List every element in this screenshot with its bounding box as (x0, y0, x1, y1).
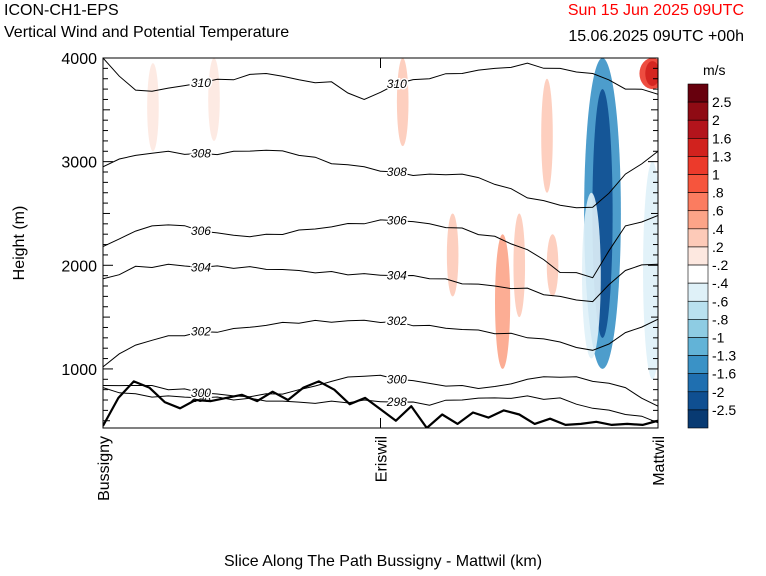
plot-frame (102, 57, 659, 429)
colorbar-box-11 (687, 282, 709, 302)
colorbar: 2.5 2 1.6 1.3 1 .8 .6 .4 .2 -.2 -.4 -.6 -.8 -1 -1.3 -1.… (687, 83, 736, 429)
isentrope-label-310-1: 310 (387, 77, 407, 91)
colorbar-label-5: .8 (712, 185, 724, 201)
colorbar-label-14: -1.3 (712, 348, 736, 364)
isentrope-306 (103, 215, 658, 279)
isentrope-310 (103, 58, 658, 101)
colorbar-label-15: -1.6 (712, 366, 736, 382)
y-tick-label-4000: 4000 (61, 51, 97, 68)
isentrope-label-308-0: 308 (191, 146, 211, 160)
colorbar-box-15 (687, 355, 709, 374)
colorbar-label-3: 1.3 (712, 148, 732, 164)
colorbar-box-1 (687, 101, 709, 121)
colorbar-box-10 (687, 264, 709, 284)
colorbar-label-11: -.6 (712, 293, 729, 309)
colorbar-box-17 (687, 391, 709, 411)
isentrope-label-298-1: 298 (386, 395, 407, 409)
isentrope-label-310-0: 310 (191, 76, 211, 90)
colorbar-label-12: -.8 (712, 311, 729, 327)
colorbar-label-16: -2 (712, 384, 725, 400)
x-axis-label: Slice Along The Path Bussigny - Mattwil … (223, 553, 543, 570)
isentrope-label-304-0: 304 (191, 260, 211, 274)
colorbar-label-1: 2 (712, 112, 720, 128)
colorbar-box-13 (687, 319, 709, 338)
isentrope-label-302-0: 302 (191, 325, 211, 339)
y-tick-label-2000: 2000 (61, 258, 97, 275)
colorbar-box-3 (687, 138, 709, 157)
wind-patch-5 (513, 213, 526, 318)
x-tick-label-1: Eriswil (374, 436, 391, 482)
colorbar-label-9: -.2 (712, 257, 729, 273)
colorbar-label-17: -2.5 (712, 402, 736, 418)
valid-time: Sun 15 Jun 2025 09UTC (567, 2, 744, 19)
y-axis: 1000 2000 3000 4000 (61, 51, 658, 422)
colorbar-label-13: -1 (712, 329, 725, 345)
isentrope-label-300-0: 300 (191, 386, 211, 400)
colorbar-box-0 (687, 83, 709, 103)
isentrope-300 (103, 374, 658, 407)
colorbar-label-0: 2.5 (712, 94, 732, 110)
wind-patch-7 (546, 234, 559, 297)
colorbar-label-7: .4 (712, 221, 724, 237)
isentrope-label-308-1: 308 (387, 165, 407, 179)
wind-patch-core-11 (645, 61, 658, 86)
isentrope-label-306-0: 306 (191, 224, 211, 238)
colorbar-units: m/s (703, 62, 726, 78)
colorbar-box-14 (687, 337, 709, 356)
y-tick-label-3000: 3000 (61, 155, 97, 172)
colorbar-box-4 (687, 156, 709, 175)
y-tick-label-1000: 1000 (61, 362, 97, 379)
x-axis: Bussigny Eriswil Mattwil (96, 58, 668, 501)
colorbar-box-16 (687, 373, 709, 393)
isentrope-298 (103, 387, 658, 424)
isentrope-label-302-1: 302 (387, 314, 407, 328)
terrain-profile (103, 380, 658, 428)
y-axis-label: Height (m) (11, 206, 28, 281)
colorbar-label-10: -.4 (712, 275, 729, 291)
vertical-wind-shading (147, 58, 658, 380)
colorbar-box-2 (687, 119, 709, 139)
colorbar-box-18 (687, 409, 709, 429)
isentrope-label-300-1: 300 (387, 372, 407, 386)
colorbar-box-7 (687, 210, 709, 230)
isentrope-302 (103, 318, 658, 368)
wind-patch-6 (541, 78, 553, 193)
colorbar-box-8 (687, 228, 709, 248)
isentrope-label-304-1: 304 (387, 269, 407, 283)
colorbar-box-12 (687, 300, 709, 320)
terrain-line (103, 380, 658, 428)
wind-patch-9 (582, 192, 601, 359)
colorbar-label-4: 1 (712, 167, 720, 183)
isentrope-304 (103, 263, 658, 303)
colorbar-box-6 (687, 192, 709, 212)
run-info: 15.06.2025 09UTC +00h (568, 28, 744, 45)
wind-patch-3 (446, 213, 459, 297)
colorbar-label-2: 1.6 (712, 130, 732, 146)
model-name: ICON-CH1-EPS (4, 2, 119, 19)
x-tick-label-0: Bussigny (96, 436, 113, 501)
wind-patch-0 (147, 63, 159, 152)
wind-patch-1 (208, 58, 220, 141)
colorbar-box-9 (687, 246, 709, 266)
wind-patch-4 (495, 234, 511, 369)
isentrope-label-306-1: 306 (387, 214, 407, 228)
isentrope-308 (103, 149, 658, 209)
colorbar-label-8: .2 (712, 239, 724, 255)
colorbar-box-5 (687, 174, 709, 193)
wind-patch-2 (396, 58, 409, 147)
wind-patch-10 (643, 161, 658, 380)
colorbar-label-6: .6 (712, 203, 724, 219)
chart-subtitle: Vertical Wind and Potential Temperature (4, 24, 290, 41)
x-tick-label-2: Mattwil (651, 436, 668, 486)
